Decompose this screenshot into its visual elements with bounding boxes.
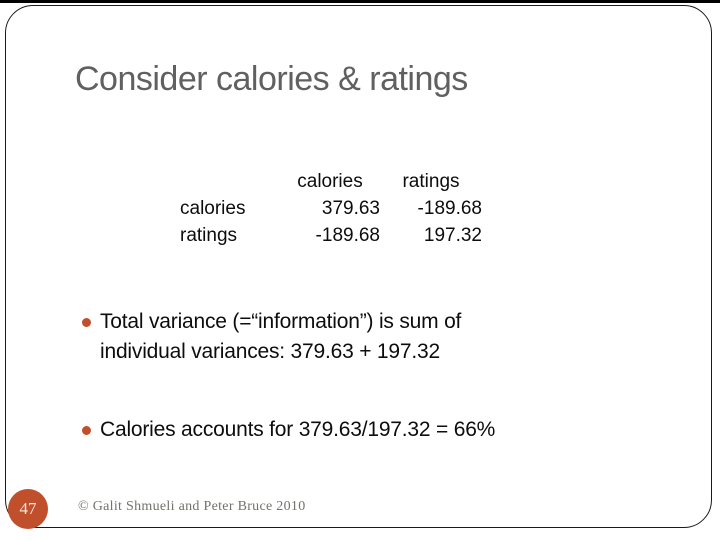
bullet-line: Total variance (=“information”) is sum o… bbox=[100, 310, 462, 333]
table-cell-calories-calories: 379.63 bbox=[321, 198, 380, 219]
table-cell-ratings-calories: -189.68 bbox=[315, 225, 380, 246]
table-cell-calories-ratings: -189.68 bbox=[417, 198, 482, 219]
table-row-label-ratings: ratings bbox=[180, 225, 238, 246]
bullet-line: Calories accounts for 379.63/197.32 = 66… bbox=[100, 418, 496, 441]
slide-border bbox=[5, 5, 712, 528]
table-col-header-ratings: ratings bbox=[402, 171, 460, 192]
bullet-dot-icon bbox=[82, 318, 91, 327]
bullet-item-total-variance: Total variance (=“information”) is sum o… bbox=[80, 307, 580, 367]
table-cell-ratings-ratings: 197.32 bbox=[423, 225, 482, 246]
bullet-dot-icon bbox=[82, 426, 91, 435]
table-row-label-calories: calories bbox=[180, 198, 246, 219]
page-number-badge: 47 bbox=[8, 489, 48, 529]
table-col-header-calories: calories bbox=[297, 171, 363, 192]
slide-title: Consider calories & ratings bbox=[75, 60, 468, 98]
top-edge-bar bbox=[0, 0, 720, 3]
copyright-text: © Galit Shmueli and Peter Bruce 2010 bbox=[78, 499, 306, 514]
covariance-table: calories ratings calories 379.63 -189.68… bbox=[178, 168, 482, 249]
bullet-line: individual variances: 379.63 + 197.32 bbox=[100, 340, 440, 363]
bullet-text: Total variance (=“information”) is sum o… bbox=[100, 307, 580, 367]
table-corner-cell bbox=[178, 168, 280, 195]
bullet-item-calories-accounts: Calories accounts for 379.63/197.32 = 66… bbox=[80, 415, 580, 445]
bullet-text: Calories accounts for 379.63/197.32 = 66… bbox=[100, 415, 580, 445]
